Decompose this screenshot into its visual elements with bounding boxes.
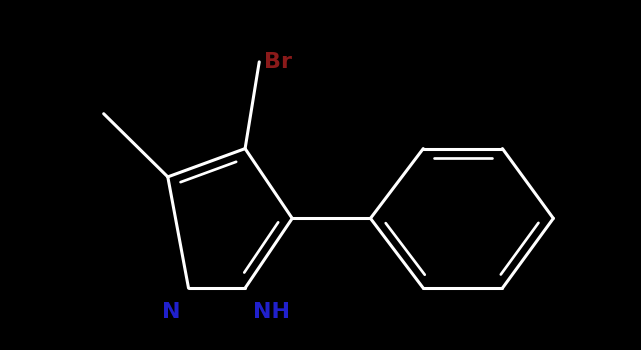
Text: Br: Br xyxy=(264,52,292,72)
Text: NH: NH xyxy=(253,302,290,322)
Text: N: N xyxy=(162,302,181,322)
